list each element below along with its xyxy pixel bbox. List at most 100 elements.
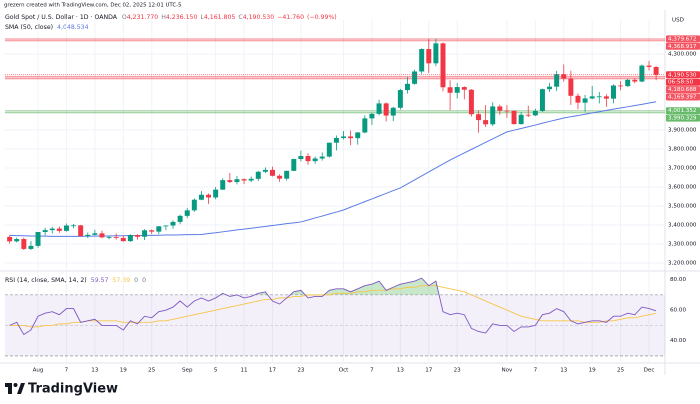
candle-body — [618, 85, 624, 87]
candle-body — [184, 210, 190, 216]
change-percent: (−0.99%) — [307, 14, 337, 21]
candle-body — [525, 114, 531, 116]
candle-body — [554, 74, 560, 87]
price-label: 4,190.530 — [668, 72, 697, 78]
candle-body — [575, 95, 581, 103]
price-label-box — [666, 42, 700, 50]
candle-body — [156, 226, 162, 232]
legend-header: Gold Spot / U.S. Dollar · 1D · OANDA O 4,2… — [5, 14, 337, 21]
candle-body — [497, 106, 503, 111]
candle-body — [518, 114, 524, 125]
logo-wedge — [17, 383, 25, 394]
y-tick-label: 3,200.000 — [668, 260, 697, 266]
candle-body — [234, 179, 240, 183]
sma-legend: SMA (50, close) 4,048.534 — [5, 24, 89, 31]
x-tick-label: 17 — [425, 368, 433, 374]
logo-dot — [13, 383, 18, 387]
y-tick-label: 3,400.000 — [668, 222, 697, 228]
candle-body — [532, 110, 538, 116]
x-tick-label: 17 — [269, 368, 277, 374]
x-tick-label: 19 — [120, 368, 128, 374]
x-tick-label: 7 — [65, 368, 69, 374]
rsi-tick-label: 80.00 — [670, 277, 686, 283]
candle-body — [539, 89, 545, 111]
candle-body — [369, 113, 375, 119]
x-tick-label: Nov — [501, 368, 513, 374]
ohlc-value: 4,236.150 — [166, 14, 198, 21]
price-label-box — [666, 107, 700, 115]
price-label: 4,180.688 — [668, 87, 697, 93]
rsi-extra: 0 — [134, 277, 138, 284]
price-label-box — [666, 78, 700, 86]
candle-body — [113, 237, 119, 238]
price-label-box — [666, 35, 700, 43]
candle-body — [71, 225, 77, 227]
candle-body — [646, 65, 652, 67]
ohlc-label: O — [122, 14, 127, 21]
candle-body — [426, 49, 432, 64]
x-tick-label: Oct — [339, 368, 349, 374]
candle-body — [21, 239, 27, 249]
candle-body — [568, 78, 574, 96]
credit: grezern created with TradingView.com, De… — [4, 3, 182, 9]
candle-body — [269, 169, 275, 176]
candle-body — [213, 189, 219, 198]
candle-body — [611, 85, 616, 99]
candle-body — [561, 74, 567, 79]
candle-body — [298, 156, 304, 160]
x-tick-label: 23 — [454, 368, 462, 374]
candle-body — [355, 132, 361, 139]
candle-body — [390, 107, 396, 116]
candle-body — [490, 106, 496, 125]
x-tick-label: 11 — [241, 368, 249, 374]
x-tick-label: Aug — [33, 368, 44, 374]
y-tick-label: 3,300.000 — [668, 241, 697, 247]
candle-body — [35, 232, 41, 246]
candle-body — [639, 65, 645, 82]
candle-body — [120, 237, 126, 242]
price-label-box — [666, 114, 700, 122]
candle-body — [163, 225, 169, 227]
rsi-line — [9, 277, 657, 336]
candle-body — [468, 89, 474, 115]
candle-body — [603, 96, 609, 99]
change: −41.760 — [277, 14, 304, 21]
candle-body — [397, 90, 403, 108]
y-tick-label: 3,900.000 — [668, 127, 697, 133]
candle-body — [596, 96, 602, 98]
candle-body — [291, 159, 297, 171]
y-tick-label: 4,300.000 — [668, 52, 697, 58]
candle-body — [198, 194, 204, 200]
candle-body — [85, 234, 91, 237]
y-tick-label: 3,500.000 — [668, 203, 697, 209]
x-tick-label: 23 — [297, 368, 305, 374]
candle-body — [149, 230, 155, 232]
candle-body — [319, 156, 325, 159]
x-tick-label: 13 — [560, 368, 568, 374]
price-label: 4,379.672 — [668, 36, 696, 42]
rsi-value: 59.57 — [91, 277, 109, 284]
candle-body — [333, 137, 339, 143]
ohlc-label: L — [200, 14, 204, 21]
candle-body — [142, 230, 148, 237]
rsi-extra: 0 — [142, 277, 146, 284]
symbol: Gold Spot / U.S. Dollar · 1D · OANDA — [5, 14, 118, 21]
sma-value: 4,048.534 — [57, 24, 89, 31]
candle-body — [547, 86, 553, 90]
logo-stem — [8, 383, 12, 394]
candle-body — [206, 194, 212, 198]
y-tick-label: 3,600.000 — [668, 184, 697, 190]
candle-body — [277, 175, 283, 179]
candle-body — [191, 199, 197, 211]
sma-line — [9, 101, 657, 237]
candle-body — [255, 171, 261, 179]
candle-body — [227, 180, 233, 183]
sma-name: SMA (50, close) — [5, 24, 53, 31]
candle-body — [376, 103, 382, 114]
rsi-legend: RSI (14, close, SMA, 14, 2) 59.57 57.89 0 0 — [5, 277, 146, 284]
watermark: TradingView — [28, 382, 118, 397]
candle-body — [99, 233, 105, 238]
price-label: 4,001.352 — [668, 108, 696, 114]
